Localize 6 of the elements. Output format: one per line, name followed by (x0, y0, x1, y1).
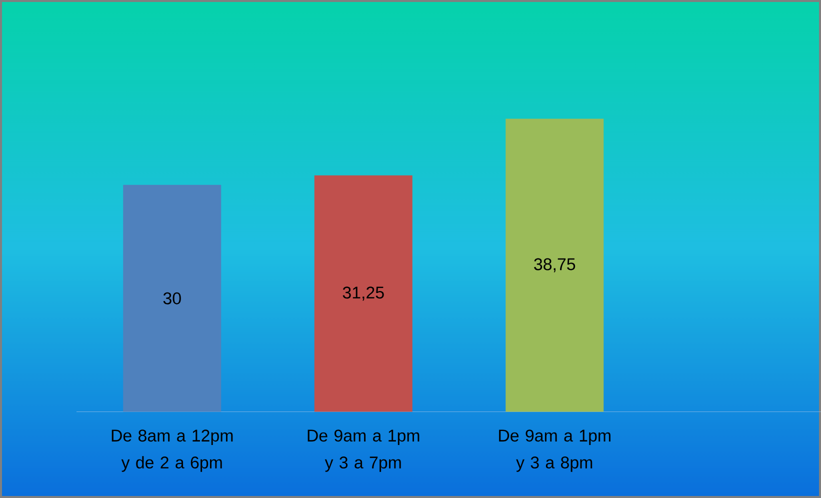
data-label: 31,25 (342, 286, 384, 301)
x-tick-label: De 9am a 1pm y 3 a 8pm (499, 430, 610, 472)
data-label: 30 (163, 292, 181, 304)
x-tick-label: De 8am a 12pm y de 2 a 6pm (112, 430, 233, 472)
data-label: 38,75 (534, 258, 576, 272)
x-tick-label: De 9am a 1pm y 3 a 7pm (308, 430, 420, 472)
